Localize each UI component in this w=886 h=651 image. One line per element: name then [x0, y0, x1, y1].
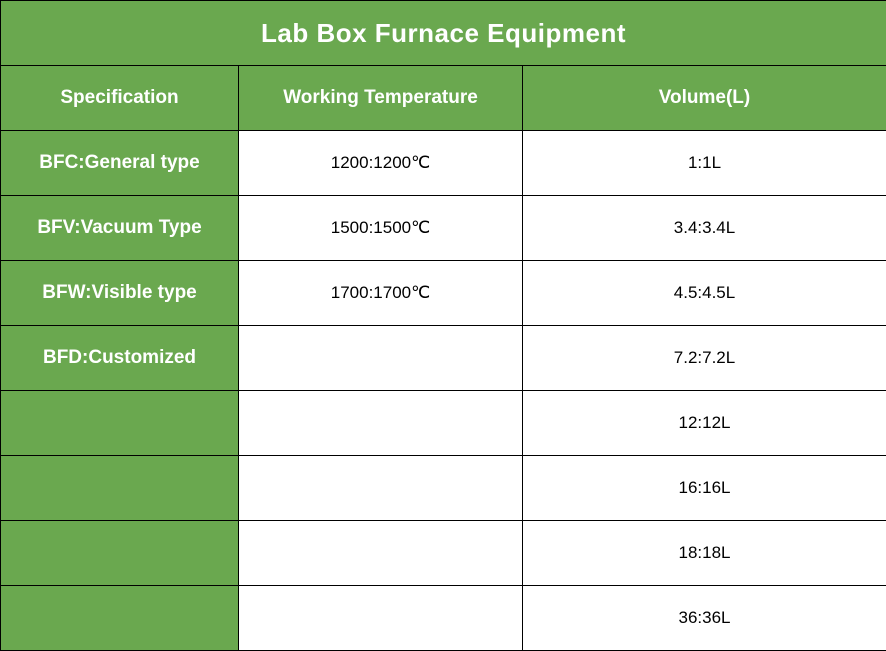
spec-cell	[0, 585, 239, 651]
header-row: Specification Working Temperature Volume…	[0, 65, 886, 131]
temperature-cell	[238, 520, 523, 586]
table-row: BFC:General type 1200:1200℃ 1:1L	[0, 130, 886, 196]
temperature-cell	[238, 390, 523, 456]
table-row: 18:18L	[0, 520, 886, 586]
volume-cell: 18:18L	[522, 520, 886, 586]
table-row: 12:12L	[0, 390, 886, 456]
title-row: Lab Box Furnace Equipment	[0, 0, 886, 66]
header-volume: Volume(L)	[522, 65, 886, 131]
header-working-temperature: Working Temperature	[238, 65, 523, 131]
table-row: 36:36L	[0, 585, 886, 651]
temperature-cell	[238, 455, 523, 521]
volume-cell: 12:12L	[522, 390, 886, 456]
volume-cell: 1:1L	[522, 130, 886, 196]
volume-cell: 7.2:7.2L	[522, 325, 886, 391]
table-row: BFW:Visible type 1700:1700℃ 4.5:4.5L	[0, 260, 886, 326]
table-row: 16:16L	[0, 455, 886, 521]
spec-cell: BFC:General type	[0, 130, 239, 196]
table-row: BFD:Customized 7.2:7.2L	[0, 325, 886, 391]
spec-cell	[0, 390, 239, 456]
volume-cell: 4.5:4.5L	[522, 260, 886, 326]
header-specification: Specification	[0, 65, 239, 131]
temperature-cell: 1200:1200℃	[238, 130, 523, 196]
spec-cell	[0, 455, 239, 521]
table-row: BFV:Vacuum Type 1500:1500℃ 3.4:3.4L	[0, 195, 886, 261]
volume-cell: 36:36L	[522, 585, 886, 651]
spec-cell: BFD:Customized	[0, 325, 239, 391]
spec-cell: BFV:Vacuum Type	[0, 195, 239, 261]
table-title: Lab Box Furnace Equipment	[0, 0, 886, 66]
volume-cell: 16:16L	[522, 455, 886, 521]
temperature-cell	[238, 325, 523, 391]
volume-cell: 3.4:3.4L	[522, 195, 886, 261]
temperature-cell	[238, 585, 523, 651]
spec-cell: BFW:Visible type	[0, 260, 239, 326]
spec-cell	[0, 520, 239, 586]
temperature-cell: 1500:1500℃	[238, 195, 523, 261]
temperature-cell: 1700:1700℃	[238, 260, 523, 326]
